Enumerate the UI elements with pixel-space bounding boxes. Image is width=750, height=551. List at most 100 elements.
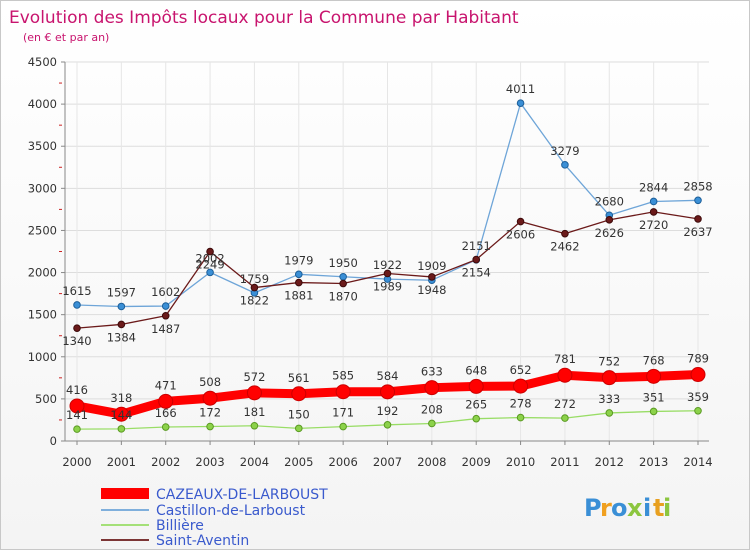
data-label: 416 <box>66 383 88 397</box>
data-point <box>561 414 569 422</box>
data-label: 1384 <box>107 330 136 344</box>
data-label: 3279 <box>550 144 579 158</box>
data-label: 768 <box>643 353 665 367</box>
x-tick-label: 2013 <box>639 455 668 469</box>
data-point <box>428 419 436 428</box>
legend-label: Billière <box>156 518 204 534</box>
data-point <box>472 255 481 264</box>
y-tick-label: 500 <box>35 392 57 406</box>
x-tick-label: 2002 <box>151 455 180 469</box>
data-label: 278 <box>510 397 532 411</box>
data-label: 2858 <box>683 179 712 193</box>
data-label: 789 <box>687 352 709 366</box>
data-label: 2720 <box>639 218 668 232</box>
x-tick-label: 2011 <box>550 455 579 469</box>
data-point <box>694 406 702 415</box>
x-tick-label: 2003 <box>195 455 224 469</box>
data-label: 2637 <box>683 225 712 239</box>
y-tick-label: 1000 <box>28 350 57 364</box>
data-point <box>339 272 347 281</box>
data-label: 4011 <box>506 82 535 96</box>
data-point <box>513 378 529 394</box>
data-point <box>117 320 126 329</box>
data-label: 150 <box>288 407 310 421</box>
data-label: 652 <box>510 363 532 377</box>
data-label: 359 <box>687 390 709 404</box>
data-point <box>73 324 81 332</box>
x-tick-label: 2004 <box>240 455 269 469</box>
data-label: 1602 <box>151 285 180 299</box>
x-tick-label: 2012 <box>595 455 624 469</box>
data-label: 2680 <box>595 194 624 208</box>
data-point <box>383 269 392 278</box>
data-point <box>649 208 658 216</box>
x-tick-label: 2007 <box>373 455 402 469</box>
data-point <box>516 413 525 422</box>
data-point <box>113 406 129 422</box>
data-point <box>649 407 658 416</box>
logo-letter: i <box>663 494 671 522</box>
x-tick-label: 2009 <box>462 455 491 469</box>
data-label: 1870 <box>329 290 358 304</box>
data-point <box>380 384 395 400</box>
data-point <box>206 247 214 256</box>
logo-letter: P <box>584 494 602 522</box>
data-label: 561 <box>288 371 310 385</box>
data-point <box>694 215 702 223</box>
data-point <box>250 283 259 292</box>
data-point <box>383 421 392 429</box>
data-label: 2606 <box>506 228 535 242</box>
data-label: 1340 <box>62 334 91 348</box>
data-point <box>117 302 126 311</box>
data-point <box>694 196 702 205</box>
data-point <box>294 270 303 279</box>
series-layer <box>69 99 706 433</box>
data-label: 1487 <box>151 322 180 336</box>
data-label: 1979 <box>284 253 313 267</box>
data-point <box>161 302 170 310</box>
data-label: 166 <box>155 406 177 420</box>
y-tick-label: 0 <box>50 434 57 448</box>
data-point <box>291 386 307 402</box>
data-point <box>424 380 440 396</box>
data-point <box>294 424 303 433</box>
data-point <box>161 311 170 320</box>
data-point <box>73 425 81 433</box>
data-point <box>516 217 525 226</box>
data-label: 1597 <box>107 285 136 299</box>
data-label: 508 <box>199 375 221 389</box>
data-point <box>117 425 126 433</box>
x-tick-label: 2008 <box>417 455 446 469</box>
data-point <box>649 197 658 206</box>
data-label: 181 <box>243 405 265 419</box>
data-point <box>73 301 81 309</box>
data-label: 584 <box>377 369 399 383</box>
axes: 0 500 1000 1500 2000 2500 3000 3500 4000 4500 2000… <box>28 55 713 469</box>
data-label: 572 <box>243 370 265 384</box>
proxiti-logo: Pr o x i ti <box>584 494 671 522</box>
data-label: 2462 <box>550 240 579 254</box>
logo-letter: i <box>643 494 651 522</box>
data-label: 648 <box>465 363 487 377</box>
logo-letter: t <box>653 494 664 522</box>
x-tick-label: 2005 <box>284 455 313 469</box>
legend-swatch <box>101 488 149 499</box>
y-tick-label: 4500 <box>28 55 57 69</box>
data-point <box>601 370 617 386</box>
data-label: 471 <box>155 378 177 392</box>
data-point <box>294 278 303 287</box>
chart-title: Evolution des Impôts locaux pour la Comm… <box>9 8 519 28</box>
data-point <box>468 378 484 394</box>
logo-letter: x <box>627 494 643 522</box>
data-point <box>646 368 662 384</box>
legend-label: Castillon-de-Larboust <box>156 503 306 519</box>
y-tick-label: 3500 <box>28 139 57 153</box>
data-point <box>605 409 614 417</box>
data-point <box>206 422 214 431</box>
data-label: 265 <box>465 398 487 412</box>
data-point <box>339 279 347 288</box>
data-label: 1759 <box>240 272 269 286</box>
data-label: 1822 <box>240 294 269 308</box>
data-label: 2626 <box>595 226 624 240</box>
